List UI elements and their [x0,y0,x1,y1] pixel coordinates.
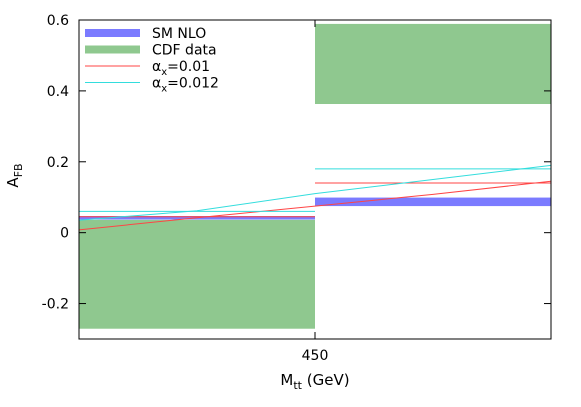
cdf-data-band-low [79,219,315,329]
legend-swatch [85,29,140,37]
y-tick-label: 0.4 [47,84,69,100]
y-axis-label: AFB [4,163,25,187]
legend-swatch [85,45,140,54]
cdf-data-band-high [315,23,551,105]
y-tick-label: 0.2 [47,155,69,171]
alpha-x-0-01-curve [78,180,552,231]
x-axis-label: Mtt (GeV) [280,371,349,392]
x-tick-label: 450 [302,348,329,364]
sm-nlo-band-high [315,197,551,207]
data-bands [79,23,551,329]
legend-label: SM NLO [152,26,206,42]
y-tick-label: -0.2 [42,297,69,313]
legend-label: αx=0.012 [152,76,219,95]
axis-ticks: -0.2 0 0.2 0.4 0.6 450 [42,13,551,364]
legend-label: CDF data [152,43,217,59]
y-tick-label: 0 [60,226,69,242]
legend-label: αx=0.01 [152,59,210,78]
y-tick-label: 0.6 [47,13,69,29]
data-lines [78,164,552,231]
alpha-x-0-012-curve [78,164,552,221]
